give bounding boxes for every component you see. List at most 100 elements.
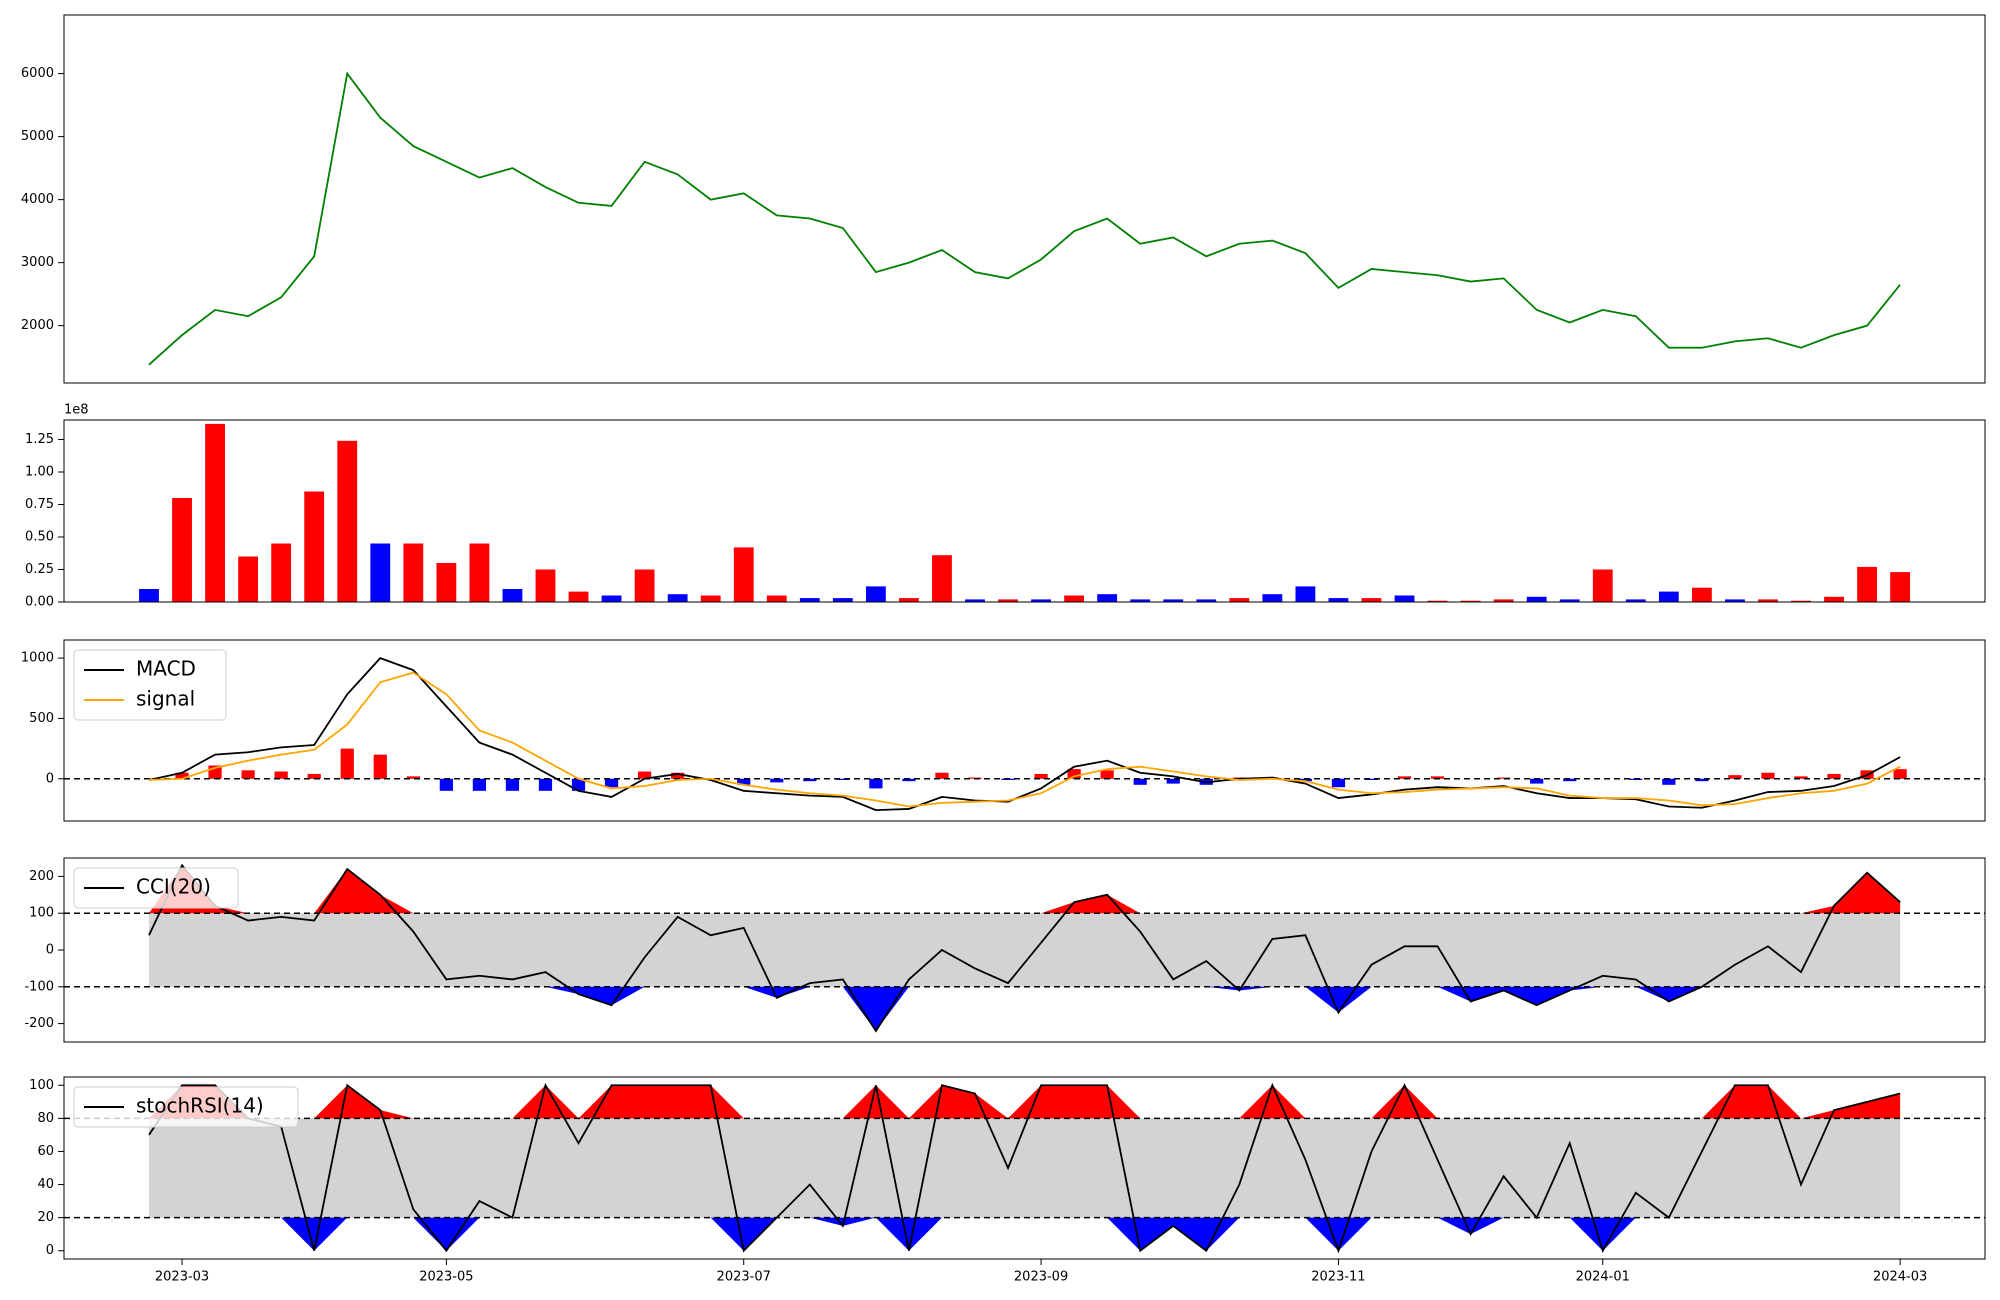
- x-tick-label: 2023-05: [419, 1270, 473, 1285]
- x-tick-label: 2023-09: [1014, 1270, 1068, 1285]
- legend-box: [73, 649, 227, 721]
- y-tick-label: -200: [24, 1016, 54, 1031]
- indicator-line: [148, 671, 1901, 808]
- y-tick-label: 0.75: [25, 497, 54, 512]
- volume-bar: [1857, 566, 1877, 602]
- volume-bar: [932, 555, 952, 602]
- axes-frame: [63, 639, 1986, 822]
- volume-bar: [1625, 599, 1646, 602]
- histogram-bar: [836, 778, 850, 780]
- histogram-bar: [803, 778, 817, 782]
- histogram-bar: [1893, 769, 1907, 779]
- histogram-bar: [1761, 772, 1775, 779]
- histogram-bar: [1662, 778, 1676, 785]
- y-tick-label: 0: [46, 1243, 54, 1258]
- legend-box: [73, 1086, 299, 1128]
- histogram-bar: [538, 778, 553, 791]
- volume-bar: [1427, 600, 1448, 602]
- indicator-line: [148, 657, 1901, 812]
- histogram-bar: [1827, 773, 1841, 779]
- histogram-bar: [1034, 773, 1048, 779]
- histogram-bar: [1397, 776, 1412, 779]
- volume-bar: [799, 598, 820, 602]
- volume-bar: [238, 556, 259, 602]
- axes-frame: [63, 1076, 1986, 1260]
- volume-bar: [601, 595, 622, 602]
- y-tick-label: 80: [37, 1111, 54, 1126]
- y-tick-label: 1.25: [25, 432, 54, 447]
- legend-label: MACD: [136, 657, 196, 681]
- histogram-bar: [1166, 778, 1180, 784]
- offset-label: 1e8: [64, 403, 89, 418]
- y-tick-label: 500: [29, 711, 54, 726]
- indicator-line: [148, 1082, 1901, 1254]
- volume-bar: [370, 543, 391, 602]
- y-tick-label: 2000: [21, 318, 54, 333]
- above-fill: [149, 1085, 1901, 1119]
- histogram-bar: [472, 778, 487, 791]
- legend-box: [73, 867, 239, 909]
- histogram-bar: [1100, 770, 1114, 779]
- volume-bar: [832, 598, 853, 602]
- histogram-bar: [737, 778, 751, 785]
- indicator-line: [148, 863, 1901, 1033]
- volume-bar: [1064, 595, 1085, 602]
- legend-label: stochRSI(14): [136, 1094, 264, 1118]
- y-tick-label: 5000: [21, 129, 54, 144]
- histogram-bar: [274, 771, 288, 779]
- volume-bar: [899, 598, 919, 602]
- histogram-bar: [1298, 778, 1313, 782]
- histogram-bar: [406, 776, 420, 779]
- histogram-bar: [241, 770, 255, 779]
- volume-bar: [1824, 596, 1844, 602]
- histogram-bar: [604, 778, 619, 788]
- histogram-bar: [1430, 776, 1445, 779]
- volume-bar: [469, 543, 490, 602]
- histogram-bar: [307, 773, 321, 779]
- volume-bar: [568, 591, 589, 602]
- histogram-bar: [373, 754, 387, 779]
- y-tick-label: 3000: [21, 255, 54, 270]
- y-tick-label: 4000: [21, 192, 54, 207]
- below-fill: [149, 986, 1901, 1031]
- volume-bar: [1295, 586, 1316, 602]
- volume-bar: [1361, 598, 1382, 602]
- volume-bar: [1592, 569, 1613, 602]
- histogram-bar: [637, 771, 652, 779]
- volume-bar: [634, 569, 655, 602]
- y-tick-label: 6000: [21, 66, 54, 81]
- histogram-bar: [1364, 778, 1379, 780]
- y-tick-label: 0.25: [25, 562, 54, 577]
- y-tick-label: 100: [29, 1078, 54, 1093]
- price-line: [148, 71, 1901, 366]
- volume-bar: [733, 547, 754, 602]
- volume-bar: [1493, 599, 1514, 602]
- legend-label: signal: [136, 687, 195, 711]
- neutral-band: [149, 1118, 1901, 1218]
- y-tick-label: 200: [29, 869, 54, 884]
- volume-bar: [1097, 594, 1118, 602]
- x-tick-label: 2023-03: [155, 1270, 209, 1285]
- histogram-bar: [1794, 776, 1808, 779]
- axes-frame: [63, 419, 1986, 603]
- histogram-bar: [571, 778, 586, 791]
- histogram-bar: [175, 772, 189, 779]
- volume-bar: [1262, 594, 1283, 602]
- volume-bar: [865, 586, 886, 602]
- histogram-bar: [1067, 769, 1081, 779]
- volume-bar: [205, 423, 225, 602]
- volume-bar: [139, 589, 159, 602]
- volume-bar: [1196, 599, 1217, 602]
- histogram-bar: [869, 778, 883, 789]
- volume-bar: [172, 498, 192, 602]
- below-fill: [149, 1217, 1901, 1251]
- y-tick-label: 20: [37, 1210, 54, 1225]
- volume-bar: [1130, 599, 1151, 602]
- histogram-bar: [770, 778, 784, 783]
- y-tick-label: 40: [37, 1177, 54, 1192]
- volume-bar: [998, 599, 1018, 602]
- volume-bar: [1526, 596, 1547, 602]
- volume-bar: [1658, 591, 1679, 602]
- volume-bar: [1691, 587, 1712, 602]
